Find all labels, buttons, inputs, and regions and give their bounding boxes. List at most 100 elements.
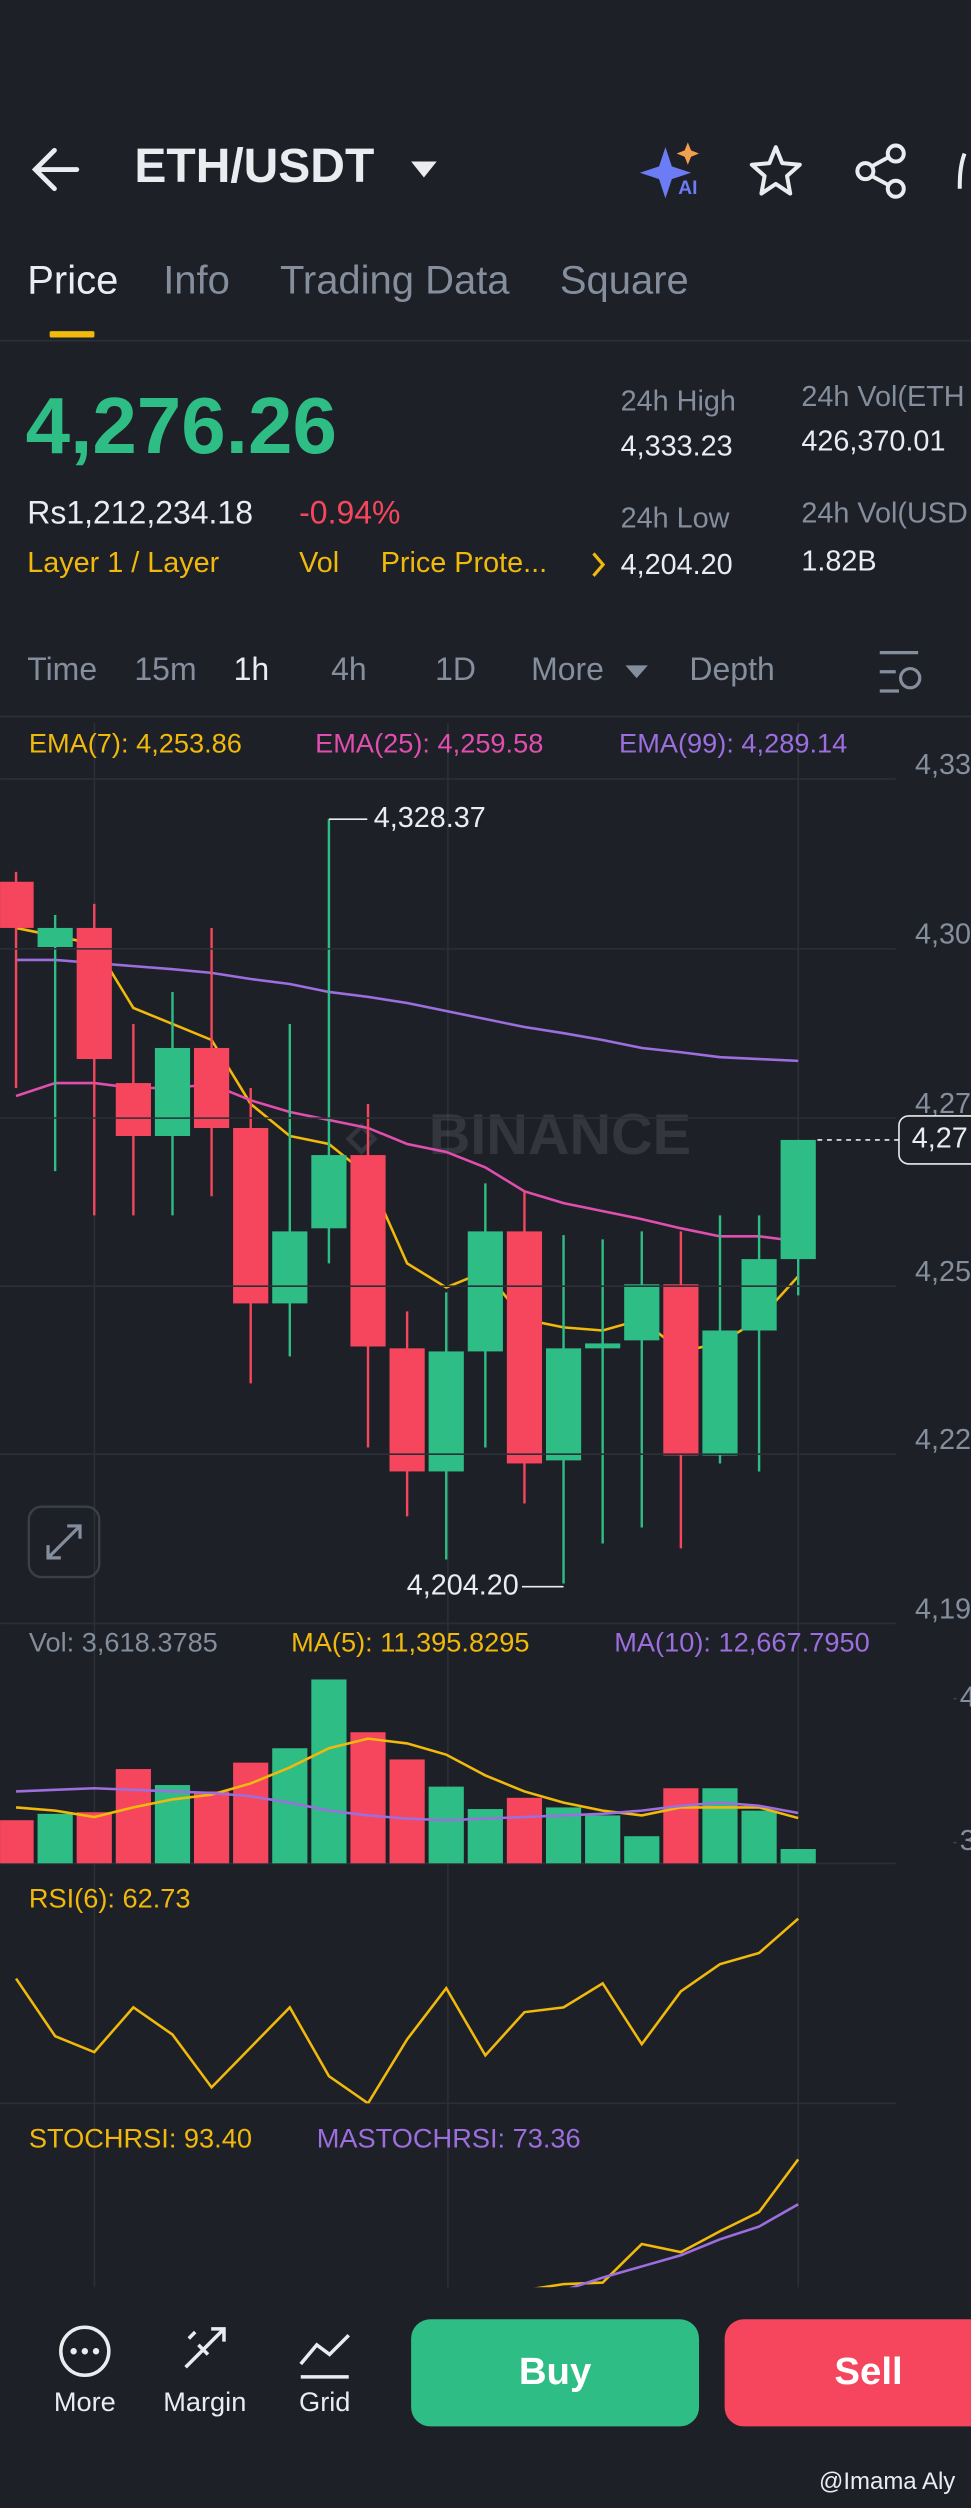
volume-bar [624, 1836, 660, 1864]
y-tick-label: 4,27 [915, 1088, 971, 1120]
sell-label[interactable]: Sell [834, 2350, 902, 2393]
volume-label: Vol: 3,618.3785 [29, 1626, 218, 1657]
legend-entry: EMA(7): 4,253.86 [29, 728, 242, 759]
volume-bar [0, 1820, 34, 1864]
last-price: 4,276.26 [26, 381, 337, 470]
candle-body [428, 1351, 464, 1472]
tag[interactable]: Price Prote... [381, 547, 547, 579]
candle-body [506, 1231, 543, 1464]
tab[interactable]: Square [560, 259, 689, 303]
legend-entry: RSI(6): 62.73 [29, 1882, 191, 1913]
candle-body [702, 1330, 738, 1456]
buy-label[interactable]: Buy [519, 2350, 592, 2393]
candle-body [154, 1047, 191, 1136]
volume-bar [389, 1759, 425, 1864]
legend-entry: EMA(25): 4,259.58 [315, 728, 543, 759]
favorite-button[interactable] [749, 145, 802, 196]
panel-0: BINANCE [0, 819, 816, 1584]
stat-label: 24h Vol(USD [801, 498, 967, 530]
panel-2 [14, 1917, 800, 2104]
legend-entry: MA(5): 11,395.8295 [291, 1626, 529, 1657]
tag[interactable]: Vol [299, 547, 339, 579]
indicator-line [569, 2203, 799, 2288]
interval[interactable]: Depth [689, 651, 774, 687]
tab[interactable]: Trading Data [280, 259, 510, 303]
stat-label: 24h High [621, 386, 736, 418]
stat-value: 1.82B [801, 546, 876, 578]
interval[interactable]: 15m [134, 651, 196, 687]
expand-button[interactable] [27, 1505, 101, 1579]
candle-body [585, 1343, 621, 1349]
volume-bar [663, 1788, 699, 1864]
volume-bar [780, 1849, 816, 1864]
candle-body [233, 1127, 269, 1304]
candle-body [663, 1284, 699, 1456]
candle-body [350, 1155, 386, 1347]
legend-entry: MASTOCHRSI: 73.36 [317, 2122, 581, 2153]
tab-indicator [49, 331, 95, 338]
candle-body [741, 1259, 777, 1331]
candle-body [467, 1231, 503, 1352]
interval[interactable]: More [531, 651, 604, 687]
more-icon[interactable] [957, 152, 967, 189]
price-change: -0.94% [299, 494, 400, 530]
tag-arrow [592, 552, 606, 577]
stat-value: 426,370.01 [801, 426, 945, 458]
tab[interactable]: Price [27, 259, 118, 303]
y-tick-label: 4,19 [915, 1593, 971, 1625]
buy-button[interactable] [411, 2319, 700, 2427]
tab[interactable]: Info [163, 259, 230, 303]
last-price-label: 4,27 [912, 1123, 968, 1155]
tool-label[interactable]: Grid [299, 2386, 350, 2417]
more-dots [70, 2348, 100, 2355]
tool-label[interactable]: Margin [163, 2386, 246, 2417]
credit: @Imama Aly [819, 2468, 955, 2495]
volume-bar [506, 1797, 543, 1864]
y-tick-label: 4,25 [915, 1256, 971, 1288]
back-button[interactable] [31, 147, 80, 192]
candle-body [624, 1284, 660, 1341]
y-tick-label: 4,22 [915, 1424, 971, 1456]
indicator-line [14, 1917, 800, 2104]
indicator-settings[interactable] [879, 650, 922, 693]
volume-bar [585, 1815, 621, 1864]
ai-button[interactable]: AI [639, 142, 700, 199]
tool-label[interactable]: More [54, 2386, 116, 2417]
candle-body [37, 927, 73, 948]
more-dropdown[interactable] [625, 665, 648, 679]
volume-bar [76, 1812, 112, 1864]
indicator-line [15, 1737, 799, 1820]
annotation: 4,204.20 [407, 1569, 519, 1601]
watermark: BINANCE [429, 1103, 691, 1167]
pair-dropdown[interactable] [411, 161, 437, 178]
annotation: 4,328.37 [374, 802, 486, 834]
stat-label: 24h Vol(ETH [801, 381, 964, 413]
y-tick-label: 4,30 [915, 919, 971, 951]
interval[interactable]: Time [27, 651, 97, 687]
indicator-line [15, 1786, 799, 1822]
volume-bar [115, 1769, 151, 1864]
share-button[interactable] [855, 143, 906, 199]
stat-label: 24h Low [621, 502, 730, 534]
toolbar-icons [59, 2325, 350, 2379]
interval[interactable]: 1D [435, 651, 476, 687]
interval[interactable]: 4h [331, 651, 367, 687]
volume-bar [37, 1813, 73, 1864]
last-price-tag [898, 1115, 971, 1165]
panel-1 [0, 1679, 816, 1864]
interval[interactable]: 1h [234, 651, 270, 687]
stat-value: 4,333.23 [621, 430, 733, 462]
volume-bar [428, 1786, 464, 1864]
candle-body [0, 881, 34, 928]
legend-entry: EMA(99): 4,289.14 [619, 728, 847, 759]
volume-bar [350, 1732, 386, 1864]
pair-title[interactable]: ETH/USDT [134, 140, 374, 193]
panel-3 [534, 2158, 800, 2288]
legend-entry: MA(10): 12,667.7950 [614, 1626, 869, 1657]
candle-body [115, 1083, 151, 1136]
sell-button[interactable] [724, 2319, 971, 2427]
tag[interactable]: Layer 1 / Layer [27, 547, 219, 579]
y-tick-label: 3 [960, 1825, 971, 1857]
